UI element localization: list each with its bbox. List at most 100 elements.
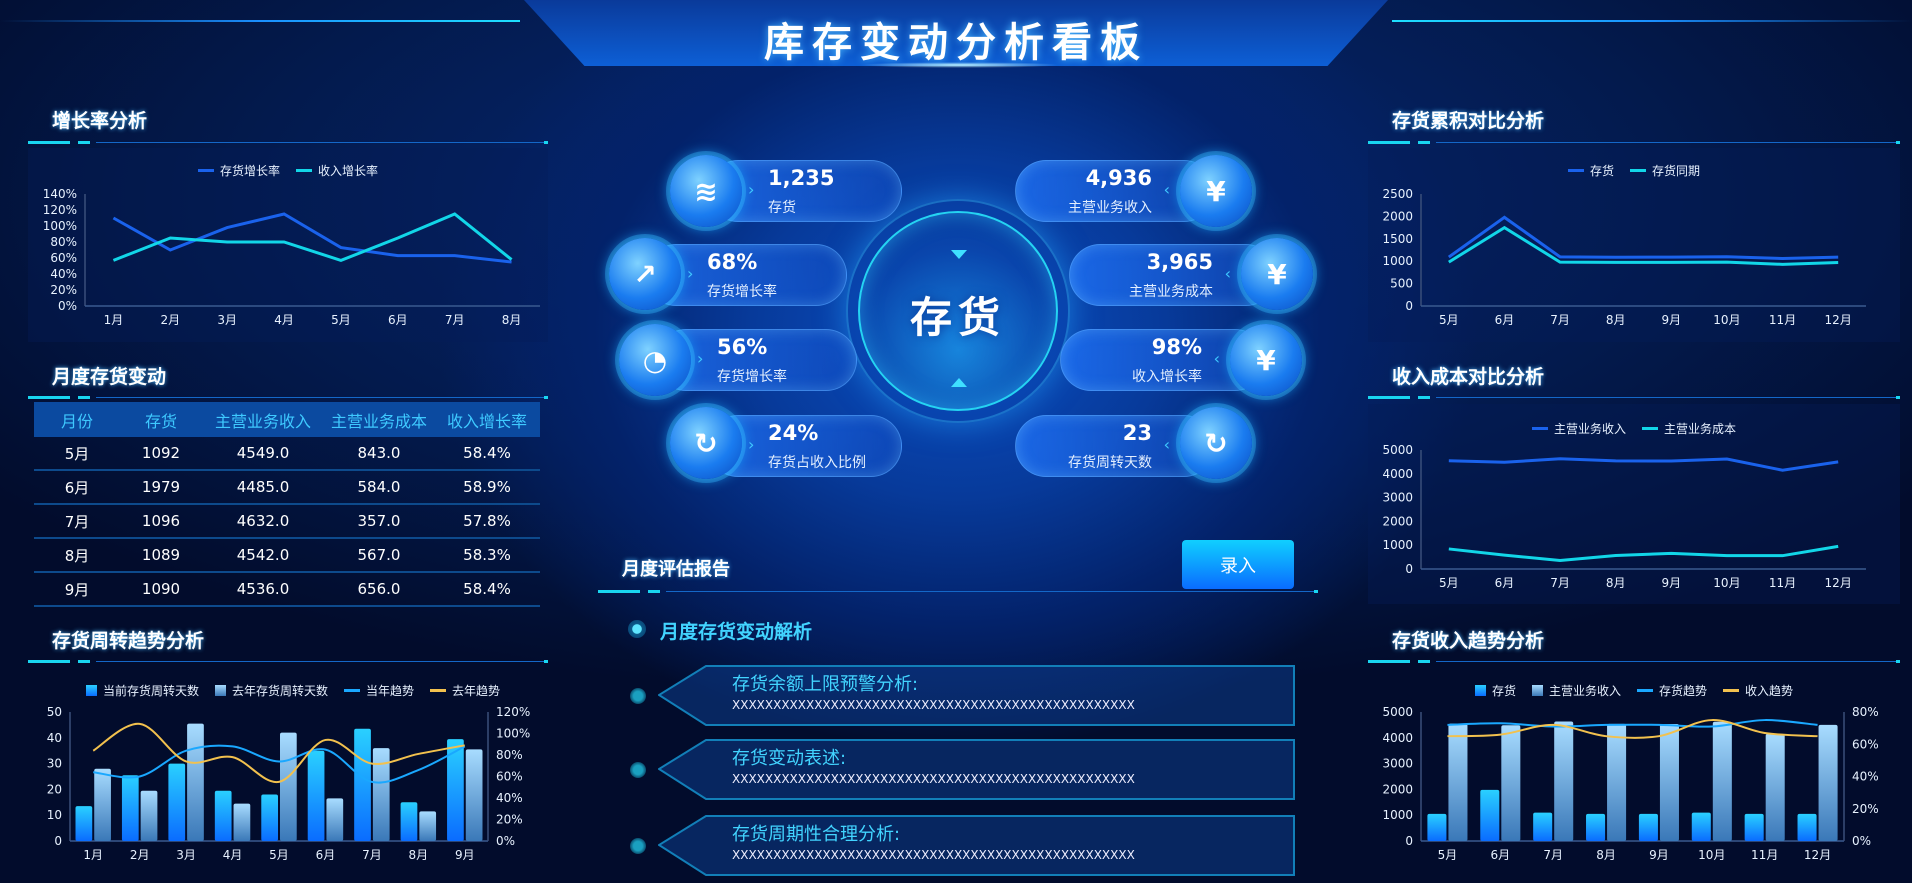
bar — [447, 739, 464, 841]
legend-item[interactable]: 主营业务成本 — [1642, 420, 1736, 437]
bar — [280, 732, 297, 841]
legend-item[interactable]: 收入趋势 — [1723, 682, 1793, 699]
table-cell: 4632.0 — [236, 512, 290, 530]
bar — [261, 794, 278, 841]
series-line — [1448, 225, 1839, 266]
legend-item[interactable]: 主营业务收入 — [1531, 420, 1626, 437]
center-inner-ring — [858, 211, 1058, 411]
x-tick-label: 8月 — [1606, 313, 1626, 327]
kpi-label: 收入增长率 — [1132, 369, 1202, 385]
enter-button[interactable]: 录入 — [1182, 540, 1294, 589]
legend-item[interactable]: 存货增长率 — [197, 162, 280, 179]
legend-item[interactable]: 存货趋势 — [1637, 682, 1707, 699]
section-divider — [1368, 141, 1900, 144]
legend-item[interactable]: 存货同期 — [1630, 162, 1700, 179]
section-divider — [28, 141, 548, 144]
y-tick-label: 20% — [50, 283, 77, 297]
kpi-value: 1,235 — [768, 166, 835, 190]
x-tick-label: 10月 — [1698, 848, 1725, 862]
table-cell: 1089 — [141, 546, 181, 564]
x-tick-label: 7月 — [445, 313, 465, 327]
series-line — [92, 722, 465, 783]
series-line — [1447, 719, 1818, 739]
refresh-icon: ↻ — [670, 407, 742, 479]
y-tick-label: 500 — [1390, 277, 1413, 291]
bar — [233, 803, 251, 841]
legend-item[interactable]: 去年存货周转天数 — [214, 682, 328, 699]
table-row: 7月 1096 4632.0 357.0 57.8% — [34, 505, 540, 539]
kpi-value: 98% — [1151, 335, 1202, 359]
bar — [1712, 721, 1732, 841]
legend-swatch — [1723, 689, 1740, 692]
x-tick-label: 8月 — [1596, 848, 1616, 862]
bar — [1744, 813, 1764, 841]
legend-item[interactable]: 收入增长率 — [296, 162, 378, 179]
x-tick-label: 1月 — [83, 848, 103, 862]
y-tick-label: 2000 — [1382, 782, 1413, 796]
legend-item[interactable]: 当年趋势 — [344, 682, 414, 699]
money-bag-plus-icon: ¥ — [1180, 155, 1252, 227]
y-tick-label: 1500 — [1382, 232, 1413, 246]
chart-legend: 当前存货周转天数 去年存货周转天数 当年趋势 去年趋势 — [28, 682, 558, 699]
series-line — [112, 212, 513, 262]
x-tick-label: 11月 — [1769, 313, 1796, 327]
y2-tick-label: 120% — [496, 705, 530, 719]
kpi-value: 3,965 — [1146, 250, 1213, 274]
chevron-left-icon: ‹ — [1163, 435, 1170, 454]
table-cell: 4536.0 — [236, 580, 290, 598]
kpi-card-bg — [707, 160, 902, 222]
y2-tick-label: 100% — [496, 727, 530, 741]
y-tick-label: 2000 — [1382, 514, 1413, 528]
series-line — [1447, 719, 1818, 728]
x-tick-label: 9月 — [1661, 576, 1681, 590]
y-tick-label: 0 — [54, 834, 62, 848]
bar — [1797, 813, 1817, 841]
x-tick-label: 10月 — [1713, 576, 1740, 590]
growth-chart: 存货增长率 收入增长率 0% 20% 40% 60% 80% 100% 120% 140% 1月 2月… — [28, 148, 548, 342]
legend-swatch — [1531, 685, 1543, 696]
bar — [1554, 721, 1574, 841]
y-tick-label: 50 — [47, 705, 62, 719]
bullet-icon — [630, 688, 646, 704]
y2-tick-label: 60% — [1852, 737, 1879, 751]
legend-label: 存货同期 — [1652, 164, 1701, 178]
x-tick-label: 6月 — [1495, 576, 1515, 590]
legend-item[interactable]: 存货 — [1567, 162, 1614, 179]
header-glow — [860, 62, 1060, 68]
report-item-border — [657, 815, 1295, 876]
table-row: 9月 1090 4536.0 656.0 58.4% — [34, 573, 540, 607]
y2-tick-label: 80% — [1852, 705, 1879, 719]
bar — [1480, 789, 1500, 841]
y-tick-label: 30 — [47, 757, 62, 771]
x-tick-label: 9月 — [1649, 848, 1669, 862]
section-divider — [598, 590, 1318, 593]
legend-item[interactable]: 存货 — [1474, 682, 1516, 699]
bar — [419, 811, 437, 841]
bar — [1501, 725, 1521, 841]
table-cell: 5月 — [64, 444, 90, 463]
table-cell: 6月 — [64, 478, 90, 497]
chart-legend: 主营业务收入 主营业务成本 — [1368, 420, 1900, 437]
legend-item[interactable]: 主营业务收入 — [1531, 682, 1621, 699]
kpi-label: 主营业务成本 — [1129, 284, 1213, 300]
header-decoration-left — [0, 20, 520, 22]
y2-tick-label: 60% — [496, 770, 523, 784]
table-cell: 1090 — [141, 580, 181, 598]
revcost-title: 收入成本对比分析 — [1392, 366, 1545, 388]
kpi-label: 存货占收入比例 — [768, 455, 866, 471]
x-tick-label: 1月 — [104, 313, 124, 327]
report-item-text: XXXXXXXXXXXXXXXXXXXXXXXXXXXXXXXXXXXXXXXX… — [732, 772, 1135, 786]
x-tick-label: 11月 — [1751, 848, 1778, 862]
x-tick-label: 3月 — [217, 313, 237, 327]
y-tick-label: 5000 — [1382, 443, 1413, 457]
bar — [1533, 812, 1553, 841]
y2-tick-label: 20% — [496, 813, 523, 827]
table-cell: 843.0 — [357, 444, 401, 462]
x-tick-label: 7月 — [362, 848, 382, 862]
legend-item[interactable]: 去年趋势 — [430, 682, 500, 699]
turnover-title: 存货周转趋势分析 — [52, 630, 205, 652]
report-title: 月度评估报告 — [622, 559, 730, 580]
legend-item[interactable]: 当前存货周转天数 — [85, 682, 199, 699]
y-tick-label: 0% — [58, 299, 77, 313]
y-tick-label: 10 — [47, 808, 62, 822]
